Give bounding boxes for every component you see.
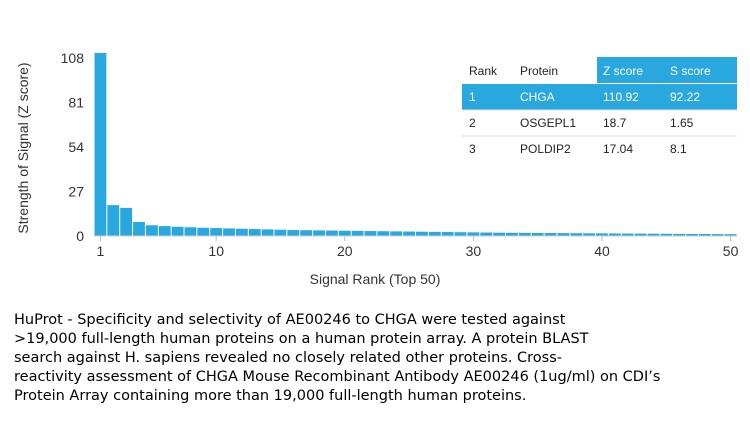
table-cell: 3 (469, 142, 476, 156)
x-tick-label: 1 (97, 243, 105, 259)
results-table: Rank Protein Z score S score 1 CHGA 110.92 92.2… (462, 57, 737, 161)
table-cell: POLDIP2 (520, 142, 571, 156)
bar-rank-47 (686, 233, 698, 236)
highlight-header-cell (597, 57, 737, 83)
bar-rank-36 (544, 233, 557, 236)
bar-rank-18 (313, 230, 325, 236)
bar-rank-3 (120, 207, 133, 236)
bar-rank-38 (570, 233, 583, 236)
x-axis-ticks: 1 10 20 30 40 50 (97, 236, 739, 259)
x-axis-title: Signal Rank (Top 50) (310, 271, 441, 287)
bar-rank-13 (248, 229, 261, 236)
table-cell: 18.7 (603, 116, 627, 130)
table-cell: 110.92 (603, 90, 639, 104)
table-cell: CHGA (520, 90, 555, 104)
table-cell: 8.1 (670, 142, 687, 156)
y-tick-label: 81 (68, 94, 84, 110)
table-cell: 92.22 (670, 90, 700, 104)
table-header-cell: Protein (520, 64, 558, 78)
bar-rank-39 (583, 233, 596, 236)
bar-rank-7 (171, 226, 184, 236)
x-tick-label: 10 (208, 243, 224, 259)
bar-rank-35 (531, 232, 544, 236)
bar-rank-33 (506, 232, 518, 236)
bar-rank-26 (416, 231, 428, 236)
bar-rank-5 (145, 225, 158, 236)
bar-rank-42 (621, 233, 634, 236)
table-cell: 1 (469, 90, 476, 104)
x-tick-label: 30 (466, 243, 482, 259)
bar-rank-11 (223, 228, 235, 236)
bar-rank-48 (698, 234, 711, 236)
table-header-cell: Z score (603, 64, 643, 78)
bar-rank-20 (338, 230, 351, 236)
bar-rank-45 (660, 233, 673, 236)
x-tick-label: 50 (723, 243, 739, 259)
bar-rank-16 (287, 230, 300, 236)
bar-rank-31 (480, 232, 493, 236)
table-header-cell: S score (670, 64, 711, 78)
y-tick-label: 27 (68, 184, 84, 200)
bar-rank-2 (107, 205, 120, 236)
bar-rank-19 (325, 230, 338, 236)
y-axis-ticks: 0 27 54 81 108 (61, 50, 85, 244)
bar-rank-28 (441, 232, 454, 236)
signal-rank-chart: Strength of Signal (Z score) Signal Rank… (15, 50, 739, 287)
bar-rank-10 (210, 228, 223, 236)
bar-rank-25 (403, 231, 415, 236)
x-tick-label: 40 (594, 243, 610, 259)
y-axis-title: Strength of Signal (Z score) (15, 62, 31, 233)
bar-rank-8 (184, 227, 197, 236)
bar-rank-37 (557, 233, 570, 236)
bar-rank-12 (235, 228, 248, 236)
bar-rank-44 (647, 233, 660, 236)
bar-rank-21 (351, 230, 364, 236)
bar-rank-22 (364, 231, 377, 236)
highlight-row (462, 84, 737, 110)
bar-rank-43 (634, 233, 647, 236)
bar-rank-17 (300, 230, 313, 236)
bar-rank-34 (518, 232, 531, 236)
bar-rank-27 (428, 231, 441, 236)
bars-group (94, 53, 737, 236)
bar-rank-49 (711, 234, 724, 236)
bar-rank-30 (467, 232, 480, 236)
bar-rank-46 (673, 233, 686, 236)
table-cell: OSGEPL1 (520, 116, 576, 130)
bar-rank-1 (94, 53, 107, 236)
bar-rank-9 (197, 227, 210, 236)
table-cell: 17.04 (603, 142, 633, 156)
table-cell: 2 (469, 116, 476, 130)
bar-rank-29 (454, 232, 467, 236)
table-header-cell: Rank (469, 64, 498, 78)
bar-rank-6 (158, 226, 171, 236)
bar-rank-40 (596, 233, 608, 236)
y-tick-label: 54 (68, 139, 84, 155)
bar-rank-14 (261, 229, 274, 236)
bar-rank-32 (493, 232, 506, 236)
bar-rank-50 (724, 234, 737, 236)
bar-rank-4 (133, 221, 145, 236)
table-cell: 1.65 (670, 116, 694, 130)
bar-rank-41 (608, 233, 621, 236)
y-tick-label: 108 (61, 50, 85, 66)
bar-rank-23 (377, 231, 390, 236)
figure-caption: HuProt - Specificity and selectivity of … (14, 312, 661, 404)
x-tick-label: 20 (337, 243, 353, 259)
bar-rank-24 (390, 231, 403, 236)
y-tick-label: 0 (76, 228, 84, 244)
bar-rank-15 (274, 229, 287, 236)
